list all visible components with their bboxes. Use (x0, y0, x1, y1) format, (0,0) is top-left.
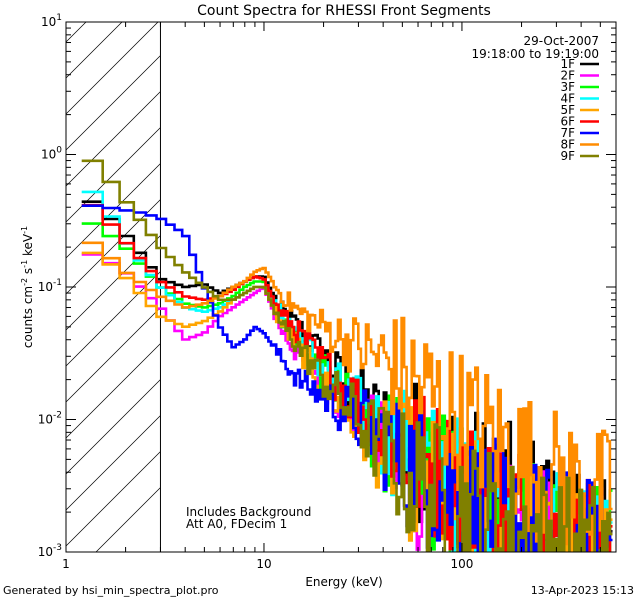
hatch-line (66, 415, 161, 511)
time-range: 19:18:00 to 19:19:00 (472, 47, 599, 61)
legend-label-2F: 2F (560, 69, 575, 83)
series-9F (81, 159, 613, 552)
hatch-line (66, 163, 161, 259)
legend-label-5F: 5F (560, 103, 575, 117)
footer-timestamp: 13-Apr-2023 15:13 (531, 584, 634, 597)
y-tick-label: 10-1 (38, 278, 62, 294)
hatch-line (66, 55, 161, 151)
x-axis-label: Energy (keV) (305, 575, 382, 589)
legend-label-7F: 7F (560, 126, 575, 140)
annotation-attenuator: Att A0, FDecim 1 (186, 517, 287, 531)
legend-label-4F: 4F (560, 92, 575, 106)
legend-label-9F: 9F (560, 149, 575, 163)
hatch-line (66, 343, 161, 439)
series-6F (81, 203, 613, 552)
hatch-line (66, 127, 161, 223)
hatch-line (66, 451, 161, 547)
y-tick-label: 100 (41, 146, 62, 162)
hatch-line (95, 487, 161, 552)
hatch-line (66, 271, 161, 367)
y-tick-label: 10-2 (38, 411, 62, 427)
y-tick-label: 101 (41, 13, 62, 29)
legend-label-3F: 3F (560, 80, 575, 94)
legend-label-1F: 1F (560, 57, 575, 71)
hatch-line (66, 91, 161, 187)
footer-generator: Generated by hsi_min_spectra_plot.pro (3, 584, 219, 597)
legend-label-8F: 8F (560, 138, 575, 152)
hatch-line (66, 199, 161, 295)
legend-label-6F: 6F (560, 115, 575, 129)
y-tick-label: 10-3 (38, 543, 62, 559)
chart-title: Count Spectra for RHESSI Front Segments (197, 3, 491, 19)
hatch-line (66, 379, 161, 475)
hatch-line (66, 235, 161, 331)
observation-date: 29-Oct-2007 (523, 34, 599, 48)
x-tick-label: 10 (256, 557, 271, 571)
x-tick-label: 100 (450, 557, 473, 571)
x-tick-label: 1 (62, 557, 70, 571)
y-axis-label: counts cm-2 s-1 keV-1 (20, 226, 35, 348)
annotation-background: Includes Background (186, 505, 311, 519)
